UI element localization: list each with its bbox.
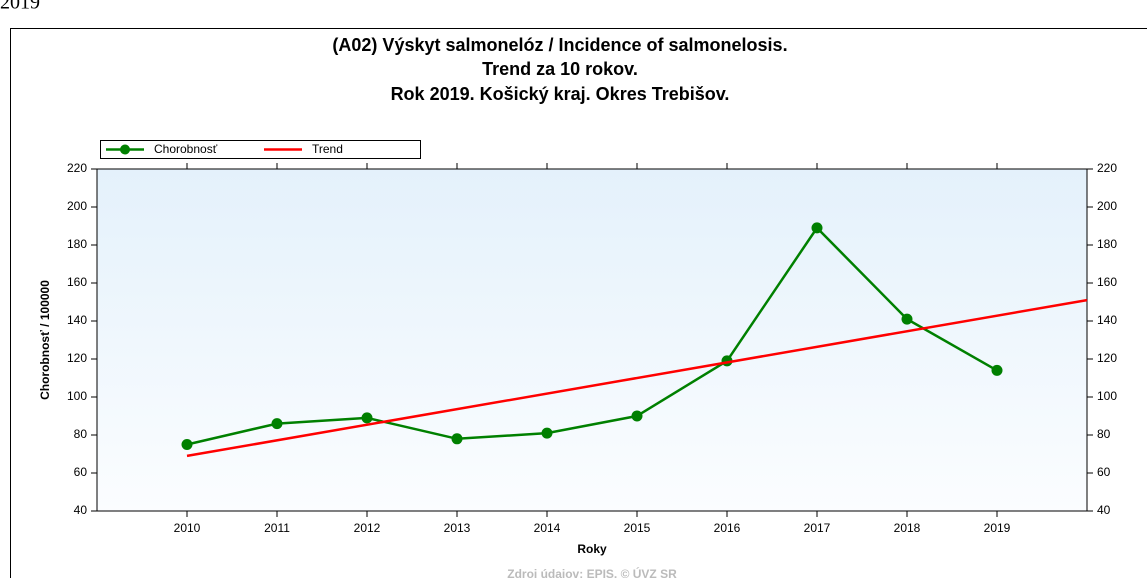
y-tick-label: 160 [67, 275, 87, 289]
y2-tick-label: 100 [1097, 389, 1117, 403]
y-tick-label: 180 [67, 237, 87, 251]
x-tick-label: 2017 [804, 521, 831, 535]
y-axis-label: Chorobnosť / 100000 [38, 280, 52, 400]
y-tick-label: 40 [74, 503, 88, 517]
point [361, 412, 373, 424]
y-tick-label: 100 [67, 389, 87, 403]
x-tick-label: 2018 [894, 521, 921, 535]
x-tick-label: 2012 [354, 521, 381, 535]
series-line [186, 298, 1088, 458]
legend-label: Trend [312, 142, 343, 156]
page-label: 2019 [0, 0, 40, 14]
y-tick-label: 80 [74, 427, 88, 441]
x-tick-label: 2015 [624, 521, 651, 535]
source: Zdroj údajov: EPIS, © ÚVZ SR [507, 566, 677, 578]
chart-title: (A02) Výskyt salmonelóz / Incidence of s… [332, 35, 787, 55]
x-tick-label: 2019 [984, 521, 1011, 535]
y-tick-label: 220 [67, 161, 87, 175]
y2-tick-label: 140 [1097, 313, 1117, 327]
y-tick-label: 200 [67, 199, 87, 213]
series-line [186, 225, 998, 446]
y-tick-label: 140 [67, 313, 87, 327]
y-tick-label: 60 [74, 465, 88, 479]
x-tick-label: 2010 [174, 521, 201, 535]
point [991, 364, 1003, 376]
point [271, 418, 283, 430]
y-tick-label: 120 [67, 351, 87, 365]
x-tick-label: 2013 [444, 521, 471, 535]
legend-marker [120, 144, 130, 155]
x-tick-label: 2016 [714, 521, 741, 535]
y2-tick-label: 160 [1097, 275, 1117, 289]
x-tick-label: 2011 [264, 521, 290, 535]
point [901, 313, 913, 325]
chart-title: Trend za 10 rokov. [482, 59, 638, 79]
y2-tick-label: 200 [1097, 199, 1117, 213]
legend-label: Chorobnosť [154, 142, 218, 156]
chart-title: Rok 2019. Košický kraj. Okres Trebišov. [391, 84, 730, 104]
point [811, 222, 823, 234]
point [451, 433, 463, 445]
y2-tick-label: 180 [1097, 237, 1117, 251]
point [631, 410, 643, 422]
plot-area [96, 168, 1088, 512]
point [541, 427, 553, 439]
legend [100, 140, 421, 159]
y2-tick-label: 40 [1097, 503, 1111, 517]
x-tick-label: 2014 [534, 521, 561, 535]
y2-tick-label: 80 [1097, 427, 1111, 441]
point [181, 439, 193, 450]
x-axis-label: Roky [577, 542, 607, 556]
y2-tick-label: 120 [1097, 351, 1117, 365]
y2-tick-label: 60 [1097, 465, 1111, 479]
y2-tick-label: 220 [1097, 161, 1117, 175]
